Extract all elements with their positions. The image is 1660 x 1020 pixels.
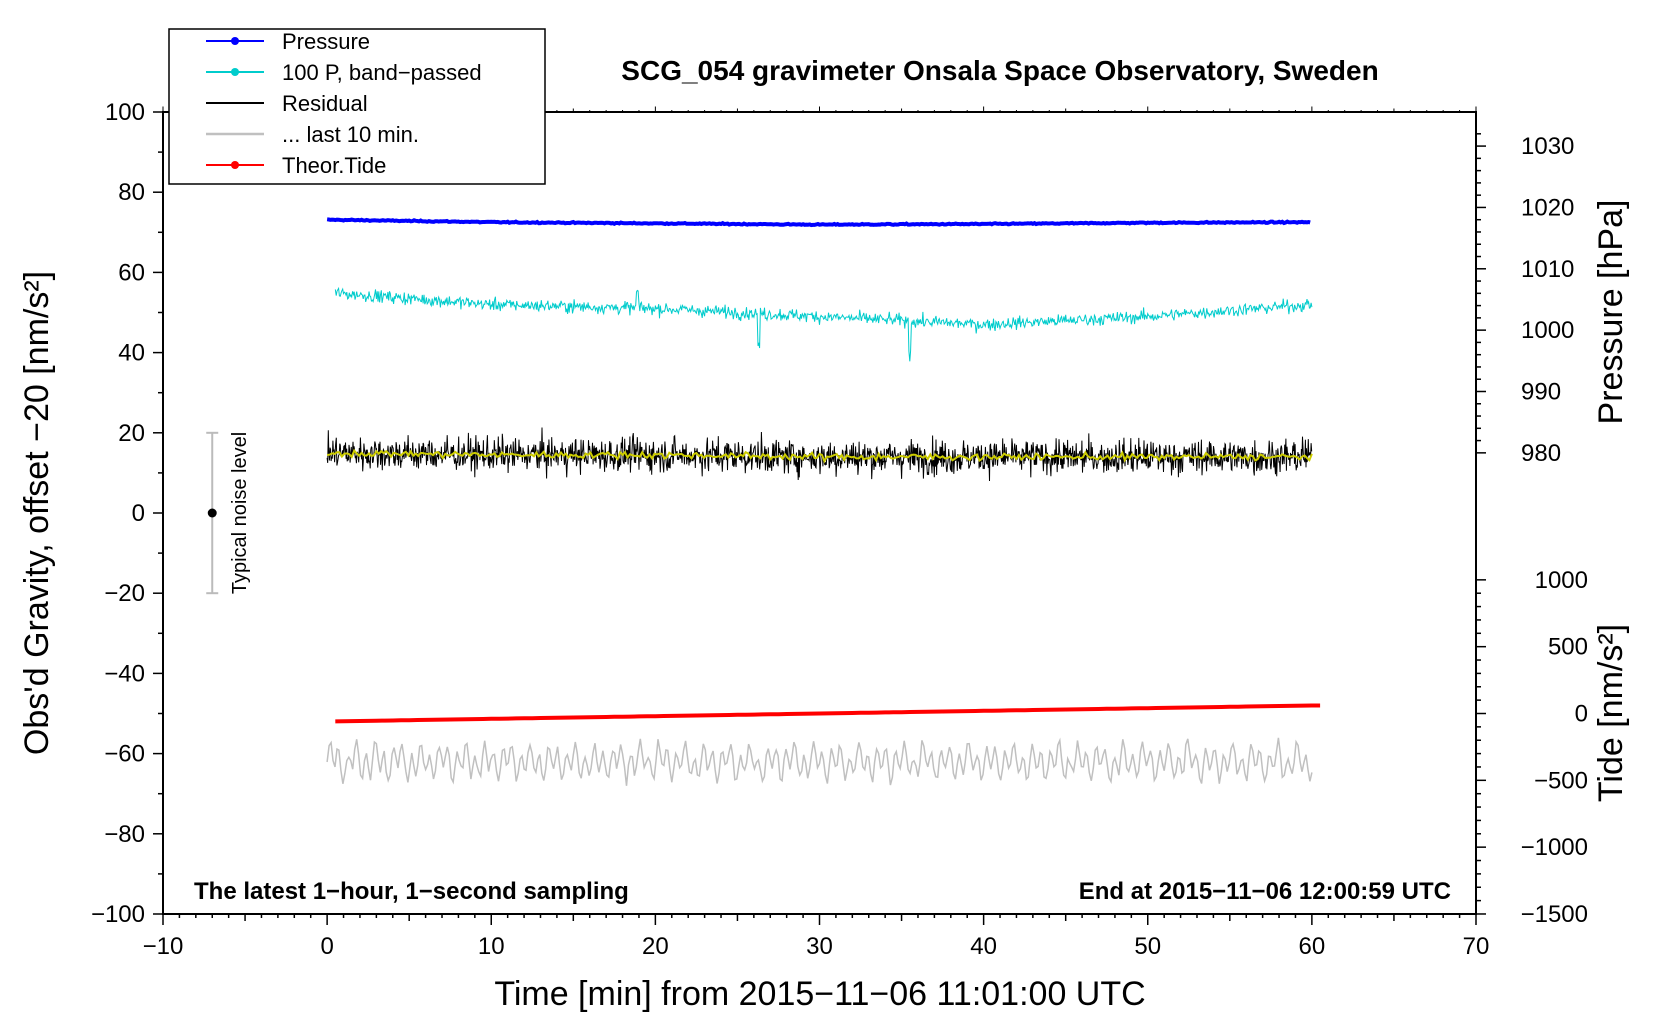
y-tick-label: −100 [91, 901, 145, 928]
y-tick-label: −20 [104, 580, 145, 607]
tide-tick-label: −1000 [1521, 834, 1588, 861]
y-tick-label: 100 [105, 99, 145, 126]
pressure-tick-label: 980 [1521, 440, 1561, 467]
y-tick-label: −40 [104, 660, 145, 687]
legend-label: Theor.Tide [282, 153, 386, 178]
last-10-min-series-line [326, 737, 1313, 786]
pressure-tick-label: 1030 [1521, 133, 1574, 160]
noise-level-label: Typical noise level [229, 432, 251, 594]
pressure-series-line [326, 217, 1311, 228]
end-time-annotation: End at 2015−11−06 12:00:59 UTC [1079, 878, 1451, 905]
axis-ticks: −10 0 10 20 30 40 50 60 70−100−80−60−40−20020406… [91, 99, 1588, 960]
tide-tick-label: −500 [1534, 767, 1588, 794]
x-tick-label: 70 [1463, 933, 1490, 960]
y-tick-label: −60 [104, 741, 145, 768]
y-tick-label: 80 [118, 179, 145, 206]
tide-tick-label: 500 [1548, 634, 1588, 661]
x-tick-label: 0 [320, 933, 333, 960]
legend-label: Pressure [282, 29, 370, 54]
x-tick-label: 30 [806, 933, 833, 960]
plot-frame [162, 111, 1477, 915]
y-tick-label: 20 [118, 420, 145, 447]
y-axis-title: Obs'd Gravity, offset −20 [nm/s²] [18, 271, 56, 755]
legend-swatch-marker [231, 37, 239, 45]
legend-label: 100 P, band−passed [282, 60, 482, 85]
legend-label: ... last 10 min. [282, 122, 419, 147]
noise-bar-center-point [207, 508, 217, 518]
legend-swatch-marker [231, 68, 239, 76]
pressure-tick-label: 1010 [1521, 256, 1574, 283]
legend-swatch-marker [231, 161, 239, 169]
y-tick-label: 0 [132, 500, 145, 527]
sampling-annotation: The latest 1−hour, 1−second sampling [194, 878, 629, 905]
tide-tick-label: 1000 [1535, 567, 1588, 594]
x-tick-label: 50 [1134, 933, 1161, 960]
pressure-tick-label: 1000 [1521, 317, 1574, 344]
tide-series-line [335, 703, 1321, 724]
y-tick-label: −80 [104, 821, 145, 848]
tide-axis-title: Tide [nm/s²] [1592, 624, 1630, 802]
pressure-tick-label: 990 [1521, 378, 1561, 405]
pressure-tick-label: 1020 [1521, 194, 1574, 221]
pressure-axis-title: Pressure [hPa] [1592, 200, 1630, 425]
legend-box [168, 28, 546, 185]
x-tick-label: 60 [1299, 933, 1326, 960]
legend: Pressure 100 P, band−passed Residual ... la… [168, 28, 546, 185]
series-layer [206, 217, 1321, 786]
x-tick-label: 40 [970, 933, 997, 960]
x-tick-label: −10 [143, 933, 184, 960]
residual-smoothed-line [326, 448, 1313, 464]
y-tick-label: 60 [118, 259, 145, 286]
chart-title: SCG_054 gravimeter Onsala Space Observat… [621, 55, 1378, 86]
tide-tick-label: −1500 [1521, 901, 1588, 928]
x-tick-label: 20 [642, 933, 669, 960]
band-passed-series-line [334, 286, 1313, 362]
x-tick-label: 10 [478, 933, 505, 960]
legend-label: Residual [282, 91, 368, 116]
y-tick-label: 40 [118, 340, 145, 367]
x-axis-title: Time [min] from 2015−11−06 11:01:00 UTC [494, 975, 1145, 1013]
tide-tick-label: 0 [1575, 701, 1588, 728]
